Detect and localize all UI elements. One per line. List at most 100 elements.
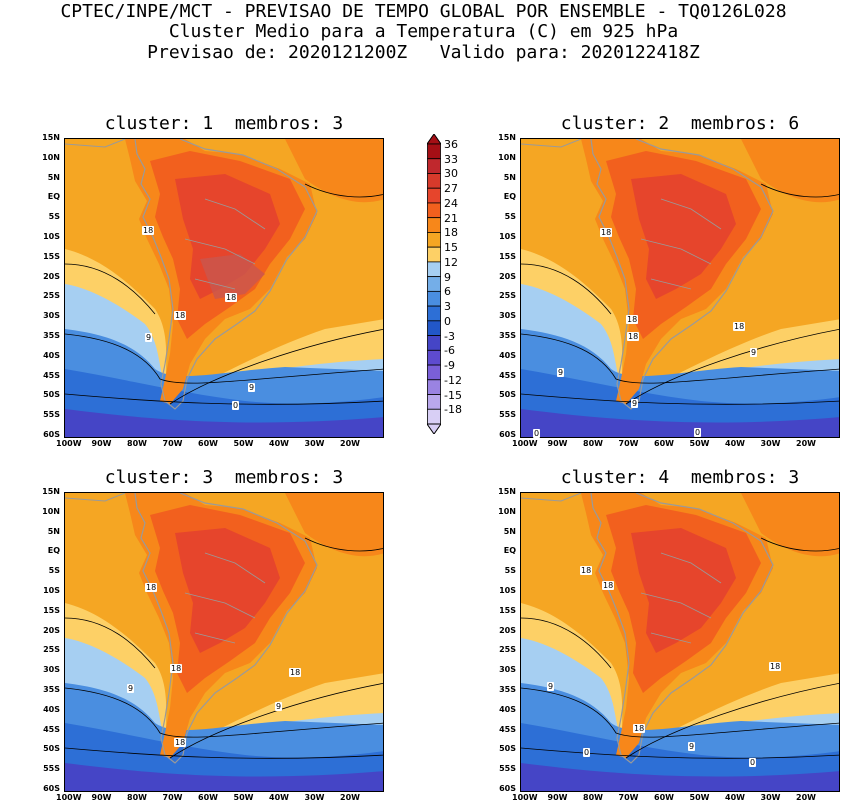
lat-label: 10N: [498, 506, 516, 516]
field-coldest-band: [521, 409, 839, 437]
lon-label: 20W: [796, 793, 816, 802]
lat-label: 45S: [499, 370, 516, 380]
colorbar-tick-label: -12: [444, 373, 462, 387]
colorbar-tick-label: 36: [444, 138, 458, 151]
colorbar-segment: [427, 143, 441, 160]
field-coldest-band: [521, 763, 839, 791]
lat-label: 10N: [498, 152, 516, 162]
coastline-north: [65, 139, 126, 148]
map-panel-1: [64, 138, 384, 438]
contour-value-label: 18: [627, 332, 640, 341]
lon-label: 100W: [56, 793, 82, 802]
contour-value-label: 18: [174, 311, 187, 320]
lon-label: 20W: [340, 793, 360, 802]
contour-18: [65, 537, 383, 759]
header-line-3: Previsao de: 2020121200Z Valido para: 20…: [147, 42, 700, 63]
contour-18: [521, 183, 839, 405]
map-svg-3: [65, 493, 383, 791]
contour-0: [521, 747, 839, 759]
colorbar-segment: [427, 158, 441, 174]
lat-label: 20S: [499, 271, 516, 281]
lat-label: 15S: [499, 605, 516, 615]
field-coldest-band: [65, 763, 383, 791]
lon-label: 50W: [233, 439, 254, 448]
contour-9: [521, 333, 839, 384]
lat-label: 25S: [499, 291, 516, 301]
colorbar-tick-label: -15: [444, 388, 462, 402]
lon-label: 30W: [304, 793, 325, 802]
lon-label: 30W: [760, 793, 781, 802]
lat-label: 50S: [43, 390, 60, 400]
contour-18: [521, 537, 839, 759]
lat-label: 5N: [503, 526, 516, 536]
contour-9: [521, 687, 839, 738]
contour-0: [65, 393, 383, 405]
contour-value-label: 9: [127, 684, 135, 693]
lat-label: 55S: [499, 764, 516, 774]
field-hotter-area: [175, 174, 280, 299]
contour-value-label: 0: [583, 748, 591, 757]
field-hotter-area: [631, 174, 736, 299]
lat-label: EQ: [503, 546, 516, 556]
map-svg-2: [521, 139, 839, 437]
field-atlantic-warm: [741, 139, 839, 203]
coastline-north: [521, 493, 582, 502]
panel-title-4: cluster: 4 membros: 3: [560, 467, 800, 488]
contour-value-label: 18: [602, 581, 615, 590]
lat-label: 35S: [499, 331, 516, 340]
lat-label: EQ: [503, 192, 516, 202]
lat-label: 5N: [503, 172, 516, 182]
colorbar-tick-label: -9: [444, 359, 455, 373]
colorbar-tick-label: 33: [444, 152, 458, 166]
map-svg-4: [521, 493, 839, 791]
lat-label: 5S: [504, 212, 516, 222]
field-hotter-area: [175, 528, 280, 653]
colorbar-segment: [427, 276, 441, 292]
contour-value-label: 0: [232, 401, 240, 410]
header-line-1: CPTEC/INPE/MCT - PREVISAO DE TEMPO GLOBA…: [60, 1, 787, 22]
lat-label: 45S: [43, 724, 60, 734]
field-core-area: [200, 254, 265, 299]
lat-label: 30S: [499, 665, 516, 675]
colorbar-segment: [427, 394, 441, 410]
lon-label: 70W: [162, 439, 183, 448]
lon-label: 20W: [340, 439, 360, 448]
colorbar-tick-label: 15: [444, 241, 458, 255]
lon-label: 80W: [583, 793, 603, 802]
lat-label: 55S: [499, 410, 516, 420]
contour-value-label: 18: [626, 315, 639, 324]
lon-label: 100W: [512, 439, 538, 448]
borders: [640, 198, 722, 290]
colorbar-tick-label: 27: [444, 182, 458, 196]
lat-label: 50S: [499, 744, 516, 754]
lon-label: 40W: [725, 439, 745, 448]
lat-label: 15S: [499, 251, 516, 261]
lat-label: 40S: [499, 704, 516, 714]
colorbar-segment: [427, 217, 441, 233]
borders: [184, 552, 266, 644]
coastline-north: [65, 493, 126, 502]
contour-value-label: 18: [142, 226, 155, 235]
lon-label: 90W: [547, 793, 568, 802]
lat-label: 5S: [48, 212, 60, 222]
contour-0: [521, 393, 839, 405]
lon-label: 80W: [583, 439, 603, 448]
colorbar-segment: [427, 305, 441, 322]
field-hotter-area: [631, 528, 736, 653]
coastline: [134, 139, 318, 410]
colorbar-segment: [427, 202, 441, 219]
lat-label: 55S: [43, 764, 60, 774]
lat-label: 5N: [47, 172, 60, 182]
map-svg-1: [65, 139, 383, 437]
lat-label: 10N: [42, 152, 60, 162]
colorbar-segment: [427, 232, 441, 248]
field-atlantic-warm: [741, 493, 839, 557]
colorbar-tick-label: 21: [444, 211, 458, 225]
lon-label: 30W: [760, 439, 781, 448]
field-atlantic-warm: [285, 493, 383, 557]
colorbar-top-arrow: [427, 134, 441, 145]
contour-value-label: 18: [633, 724, 646, 733]
lat-label: 40S: [43, 350, 60, 360]
colorbar-tick-label: 0: [444, 314, 451, 328]
contour-value-label: 9: [547, 682, 555, 691]
